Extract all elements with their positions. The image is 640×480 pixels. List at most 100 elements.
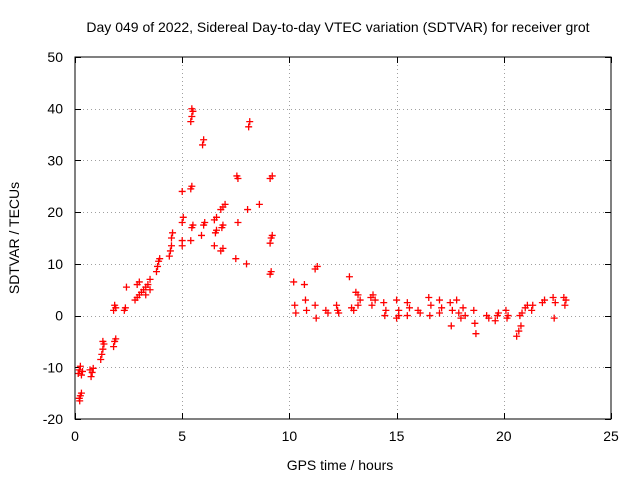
data-point [312,314,320,322]
data-point [111,301,119,309]
data-point [345,273,353,281]
data-point [122,283,130,291]
data-point [503,314,511,322]
data-point [87,373,95,381]
x-tick-label: 10 [282,428,298,444]
data-point [79,367,87,375]
data-point [324,309,332,317]
data-point [219,221,227,229]
y-tick-label: 0 [55,308,63,324]
data-point [354,301,362,309]
data-point [166,247,174,255]
y-tick-labels: -20 -10 0 10 20 30 40 50 [43,49,63,427]
data-point [197,231,205,239]
data-point [76,362,84,370]
data-point [471,319,479,327]
x-tick-label: 20 [496,428,512,444]
data-point [244,206,252,214]
plot-frame [74,56,612,420]
data-point [494,309,502,317]
y-tick-label: -10 [43,359,63,375]
data-point [515,327,523,335]
data-point [457,314,465,322]
data-point [156,255,164,263]
data-point [438,304,446,312]
data-point [179,213,187,221]
data-point [245,123,253,131]
data-point [403,299,411,307]
data-point [167,234,175,242]
data-point [97,356,105,364]
data-point [382,306,390,314]
data-point [303,306,311,314]
data-point [199,141,207,149]
data-point [485,314,493,322]
data-point [201,218,209,226]
data-point [529,301,537,309]
data-point [268,172,276,180]
data-point [88,368,96,376]
data-point [518,309,526,317]
data-point [502,306,510,314]
data-point [435,296,443,304]
data-point [354,291,362,299]
data-point [142,291,150,299]
data-point [210,242,218,250]
data-point [446,299,454,307]
data-point [369,291,377,299]
data-point [561,301,569,309]
data-point [335,309,343,317]
data-point [300,281,308,289]
data-point [425,293,433,301]
x-tick-label: 5 [178,428,186,444]
data-point [99,337,107,345]
chart-title: Day 049 of 2022, Sidereal Day-to-day VTE… [86,19,589,35]
data-point [395,312,403,320]
data-point [416,309,424,317]
data-point [513,332,521,340]
data-point [144,281,152,289]
data-point [368,301,376,309]
data-point [403,312,411,320]
data-point [435,309,443,317]
data-point [541,296,549,304]
data-point [255,200,263,208]
data-point [491,317,499,325]
data-point [517,322,525,330]
data-point [311,301,319,309]
data-point [135,278,143,286]
data-point [267,268,275,276]
data-point [89,364,97,372]
data-point [188,112,196,120]
data-point [405,304,413,312]
x-tick-label: 15 [389,428,405,444]
data-point [549,293,557,301]
data-point [219,244,227,252]
data-point [178,237,186,245]
data-point [380,299,388,307]
data-point [178,218,186,226]
y-tick-label: 40 [47,101,63,117]
data-point [232,255,240,263]
y-axis-label: SDTVAR / TECUs [6,182,22,294]
data-point [77,389,85,397]
data-point [165,252,173,260]
data-point [292,309,300,317]
data-point [268,231,276,239]
data-point [246,118,254,126]
y-tick-label: 50 [47,49,63,65]
data-point [528,306,536,314]
y-tick-label: -20 [43,411,63,427]
data-point [459,304,467,312]
data-point [188,182,196,190]
data-point [178,187,186,195]
data-point [169,229,177,237]
data-point [461,312,469,320]
data-point [426,312,434,320]
data-point [350,306,358,314]
data-point [75,366,83,374]
data-point [447,322,455,330]
data-point [76,397,84,405]
data-point [187,118,195,126]
data-point [301,296,309,304]
